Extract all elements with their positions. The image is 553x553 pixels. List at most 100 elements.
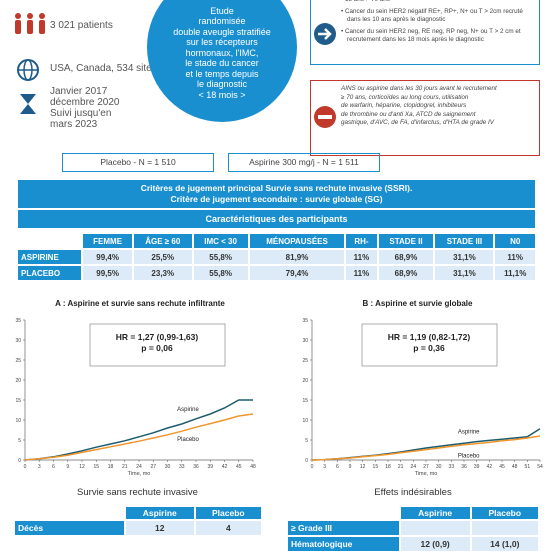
exclusion-line: de warfarin, héparine, clopidogrel, inhi… [341, 102, 467, 109]
x-tick-label: 51 [525, 464, 531, 470]
design-line: < 18 mois > [198, 89, 246, 100]
column-header: Aspirine [125, 507, 194, 519]
series-label: Placebo [177, 437, 199, 443]
x-tick-label: 27 [150, 464, 156, 470]
column-header: Placebo [471, 507, 538, 519]
x-tick-label: 36 [193, 464, 199, 470]
x-tick-label: 12 [79, 464, 85, 470]
cell: 4 [195, 521, 261, 535]
series-line [311, 435, 541, 461]
arm-placebo: Placebo - N = 1 510 [62, 153, 214, 172]
y-tick-label: 0 [18, 458, 21, 464]
exclusion-line: AINS ou aspirine dans les 30 jours avant… [341, 85, 497, 92]
column-header: MÉNOPAUSÉES [249, 234, 345, 248]
inclusion-item: • 18 ans > 70 ans [341, 0, 534, 5]
cell: 12 (0,9) [400, 537, 470, 551]
cell: 31,1% [435, 266, 494, 280]
column-header: STADE III [435, 234, 494, 248]
cell: 11,1% [495, 266, 535, 280]
inclusion-item: • Cancer du sein HER2 neg, RE neg, RP ne… [341, 27, 521, 44]
y-tick-label: 35 [15, 318, 21, 324]
exclusion-line: gastrique, d'AVC, de FA, d'infarctus, d'… [341, 119, 494, 126]
column-header: Aspirine [400, 507, 470, 519]
design-circle: Etude randomisée double aveugle stratifiée… [147, 0, 297, 122]
design-line: Etude [210, 5, 234, 16]
x-tick-label: 15 [93, 464, 99, 470]
row-label: Décès [15, 521, 124, 535]
arrow-icon [314, 23, 336, 45]
cell: 31,1% [435, 250, 494, 264]
annotation: p = 0,06 [141, 343, 173, 353]
x-tick-label: 39 [474, 464, 480, 470]
row-label: Hématologique [288, 537, 399, 551]
x-tick-label: 12 [360, 464, 366, 470]
cell: 11% [495, 250, 535, 264]
cell: 11% [346, 266, 377, 280]
cell: 23,3% [134, 266, 192, 280]
series-line [311, 428, 541, 461]
x-tick-label: 3 [38, 464, 41, 470]
column-header: Placebo [195, 507, 261, 519]
corner [288, 507, 399, 519]
chart-title: B : Aspirine et survie globale [362, 299, 473, 308]
x-tick-label: 3 [323, 464, 326, 470]
cell: 12 [125, 521, 194, 535]
design-line: sur les récepteurs [186, 37, 258, 47]
column-header: FEMME [83, 234, 133, 248]
row: ≥ Grade III [288, 521, 538, 535]
x-tick-label: 33 [179, 464, 185, 470]
x-tick-label: 30 [436, 464, 442, 470]
icons [15, 13, 45, 114]
y-tick-label: 10 [15, 418, 21, 424]
x-tick-label: 6 [52, 464, 55, 470]
y-tick-label: 15 [302, 398, 308, 404]
header-row: Aspirine Placebo [15, 507, 261, 519]
endpoint: Critère de jugement secondaire : survie … [170, 194, 383, 204]
x-tick-label: 45 [236, 464, 242, 470]
period-line: Janvier 2017 [50, 86, 108, 97]
x-tick-label: 48 [250, 464, 256, 470]
annotation: p = 0,36 [413, 343, 445, 353]
row-label: ASPIRINE [18, 250, 82, 264]
y-tick-label: 15 [15, 398, 21, 404]
cell: 11% [346, 250, 377, 264]
annotation: HR = 1,19 (0,82-1,72) [388, 332, 471, 342]
cell: 99,4% [83, 250, 133, 264]
x-tick-label: 27 [423, 464, 429, 470]
x-tick-label: 42 [222, 464, 228, 470]
y-tick-label: 20 [15, 378, 21, 384]
design-line: hormonaux, l'IMC, [185, 47, 259, 58]
row: Décès 12 4 [15, 521, 261, 535]
y-tick-label: 30 [302, 338, 308, 344]
design-line: randomisée [198, 16, 246, 26]
column-header: N0 [495, 234, 535, 248]
x-tick-label: 24 [136, 464, 142, 470]
header-row: Aspirine Placebo [288, 507, 538, 519]
x-tick-label: 18 [385, 464, 391, 470]
period: Janvier 2017 décembre 2020 Suivi jusqu'en m… [50, 86, 120, 130]
column-header: IMC < 30 [193, 234, 248, 248]
cell [400, 521, 470, 535]
y-tick-label: 25 [15, 358, 21, 364]
table: Aspirine Placebo ≥ Grade III Hématologique 1… [286, 505, 540, 553]
column-header: STADE II [378, 234, 434, 248]
cell [471, 521, 538, 535]
x-axis-label: Time, mo [415, 471, 438, 477]
exclusion-box: AINS ou aspirine dans les 30 jours avant… [310, 80, 540, 156]
cell: 99,5% [83, 266, 133, 280]
series-line [24, 399, 253, 461]
y-tick-label: 30 [15, 338, 21, 344]
header-row: FEMME ÂGE ≥ 60 IMC < 30 MÉNOPAUSÉES RH- STADE… [18, 234, 535, 248]
cell: 81,9% [249, 250, 345, 264]
exclusion-line: de thrombine ou d'anti Xa, ATCD de saign… [341, 110, 476, 118]
design-line: le diagnostic [196, 79, 248, 89]
arm-aspirine: Aspirine 300 mg/j - N = 1 511 [228, 153, 380, 172]
patients: 3 021 patients [50, 20, 113, 31]
corner [18, 234, 81, 248]
x-tick-label: 9 [349, 464, 352, 470]
series-label: Aspirine [458, 430, 480, 436]
design-line: et le temps depuis [185, 68, 259, 79]
series-label: Placebo [458, 454, 480, 460]
row: PLACEBO 99,5% 23,3% 55,8% 79,4% 11% 68,9% 31,1%… [18, 266, 535, 280]
